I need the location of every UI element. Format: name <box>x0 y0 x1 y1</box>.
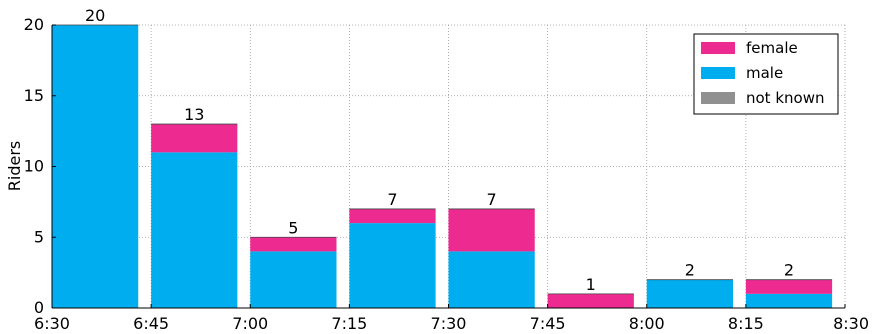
legend-swatch-male <box>701 67 735 79</box>
bars <box>52 24 833 308</box>
y-tick-label: 0 <box>34 298 44 317</box>
bar-total-label: 7 <box>487 190 497 209</box>
x-tick-label: 8:15 <box>728 314 764 333</box>
bar-male-715 <box>349 223 436 308</box>
bar-male-645 <box>151 152 238 308</box>
bar-male-700 <box>250 251 337 308</box>
x-tick-label: 8:00 <box>629 314 665 333</box>
legend-swatch-not-known <box>701 92 735 104</box>
x-tick-label: 7:15 <box>331 314 367 333</box>
bar-total-label: 13 <box>184 105 204 124</box>
bar-total-label: 7 <box>387 190 397 209</box>
bar-female-745 <box>547 293 634 308</box>
bar-total-label: 20 <box>85 6 105 25</box>
legend-label-not-known: not known <box>746 89 824 107</box>
bar-female-715 <box>349 208 436 224</box>
y-tick-label: 10 <box>24 157 44 176</box>
bar-total-label: 1 <box>586 275 596 294</box>
legend-label-female: female <box>746 39 798 57</box>
x-tick-label: 7:00 <box>232 314 268 333</box>
legend-label-male: male <box>746 64 783 82</box>
bar-female-815 <box>745 279 833 294</box>
bar-male-730 <box>448 251 535 308</box>
y-tick-label: 5 <box>34 227 44 246</box>
y-tick-label: 20 <box>24 15 44 34</box>
legend-swatch-female <box>701 42 735 54</box>
x-tick-label: 8:30 <box>833 314 869 333</box>
bar-male-630 <box>52 25 139 308</box>
bar-female-730 <box>448 208 535 252</box>
bar-total-label: 5 <box>288 218 298 237</box>
bar-total-label: 2 <box>685 261 695 280</box>
bar-total-label: 2 <box>784 261 794 280</box>
x-tick-label: 7:45 <box>530 314 566 333</box>
y-tick-label: 15 <box>24 86 44 105</box>
bar-female-700 <box>250 237 337 252</box>
y-axis-title: Riders <box>5 141 24 191</box>
x-tick-label: 7:30 <box>431 314 467 333</box>
bar-female-645 <box>151 124 238 153</box>
legend: female male not known <box>693 33 839 115</box>
bar-male-815 <box>745 293 833 308</box>
bar-male-800 <box>646 279 733 308</box>
data-labels: 20 13 5 7 7 1 2 2 <box>85 6 794 294</box>
x-tick-label: 6:30 <box>34 314 70 333</box>
x-tick-label: 6:45 <box>133 314 169 333</box>
